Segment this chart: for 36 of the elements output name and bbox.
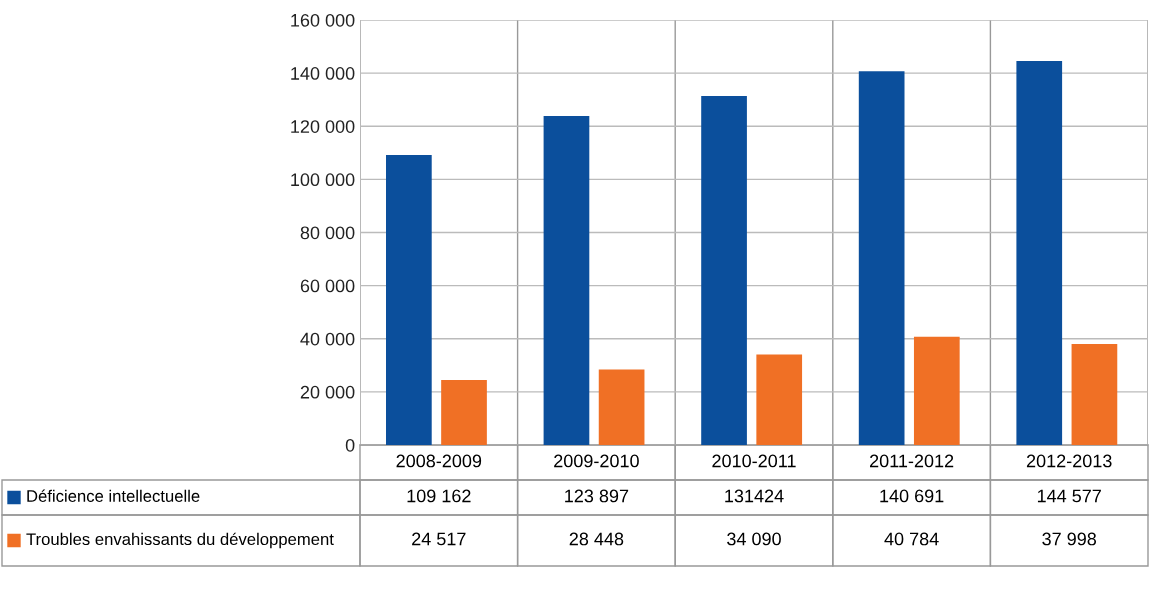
data-label: 37 998 xyxy=(1042,532,1097,546)
y-tick-label: 120 000 xyxy=(291,120,355,133)
data-label: 144 577 xyxy=(1037,489,1101,503)
x-tick-label: 2008-2009 xyxy=(396,454,482,468)
x-tick-label: 2010-2011 xyxy=(712,454,796,468)
y-tick-label: 60 000 xyxy=(300,279,355,293)
data-label: 131424 xyxy=(725,489,784,503)
bar xyxy=(598,369,645,445)
legend-label: Troubles envahissants du développement xyxy=(26,532,334,549)
y-tick-label: 40 000 xyxy=(300,332,355,346)
y-tick-label: 0 xyxy=(345,438,355,452)
y-tick-label: 160 000 xyxy=(291,13,355,27)
x-tick-label: 2011-2012 xyxy=(870,454,954,468)
data-label: 109 162 xyxy=(407,489,471,503)
bar xyxy=(701,95,747,445)
bar xyxy=(1016,60,1063,445)
bar xyxy=(543,115,590,445)
data-label: 28 448 xyxy=(569,532,624,546)
data-label: 34 090 xyxy=(727,532,781,546)
data-label: 123 897 xyxy=(565,489,629,503)
bar xyxy=(386,155,432,445)
x-tick-label: 2012-2013 xyxy=(1026,454,1112,468)
bar xyxy=(441,379,487,445)
bar xyxy=(756,354,803,445)
bar xyxy=(1071,344,1118,445)
data-label: 140 691 xyxy=(880,489,944,503)
data-label: 24 517 xyxy=(412,532,466,546)
legend-label: Déficience intellectuelle xyxy=(27,489,200,502)
y-tick-label: 100 000 xyxy=(291,173,355,187)
bar xyxy=(913,336,960,445)
bar xyxy=(858,71,905,445)
x-tick-label: 2009-2010 xyxy=(554,454,639,468)
data-label: 40 784 xyxy=(884,532,939,546)
y-tick-label: 140 000 xyxy=(291,67,355,80)
y-tick-label: 80 000 xyxy=(300,226,355,240)
y-tick-label: 20 000 xyxy=(300,385,355,399)
